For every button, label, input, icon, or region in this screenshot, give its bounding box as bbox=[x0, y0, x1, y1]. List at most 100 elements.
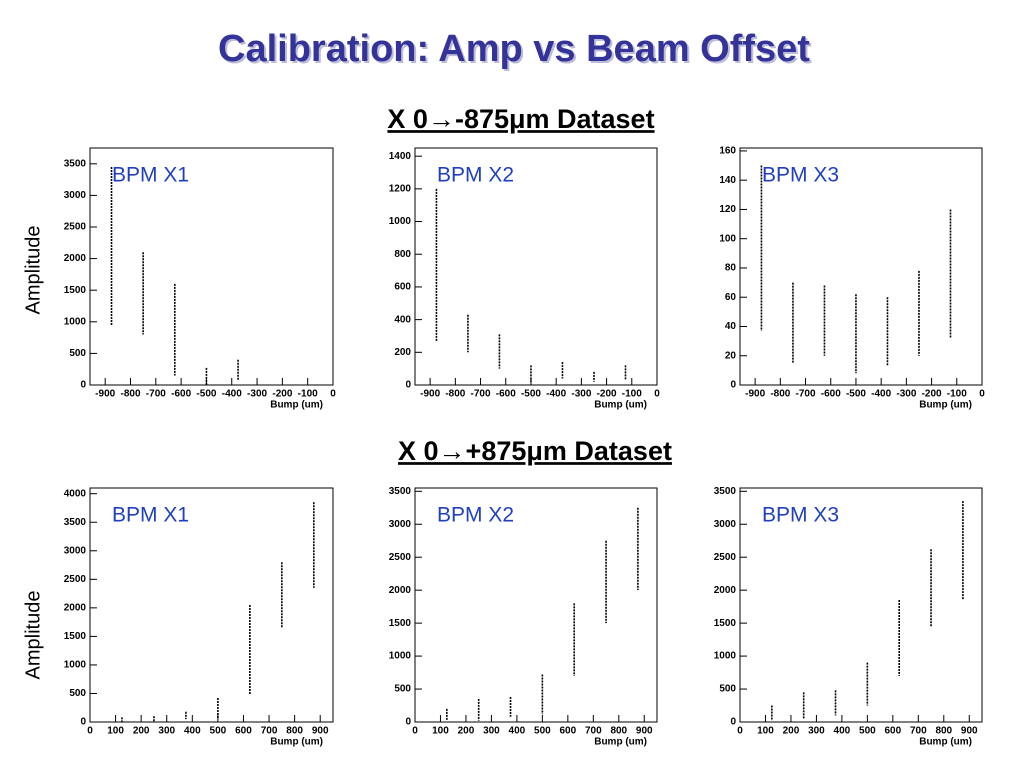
x-tick-label: 700 bbox=[261, 726, 278, 737]
x-tick-label: -300 bbox=[896, 389, 916, 400]
y-tick-label: 1000 bbox=[389, 651, 412, 662]
y-tick-label: 1400 bbox=[389, 151, 412, 162]
x-tick-label: 800 bbox=[935, 726, 952, 737]
y-tick-label: 100 bbox=[719, 233, 736, 244]
x-tick-label: 0 bbox=[979, 389, 985, 400]
x-tick-label: 900 bbox=[636, 726, 653, 737]
x-tick-label: 900 bbox=[312, 726, 329, 737]
x-tick-label: 0 bbox=[330, 389, 336, 400]
section-title: X 0→-875μm Dataset bbox=[387, 104, 654, 134]
x-tick-label: -800 bbox=[770, 389, 790, 400]
annotation: BPM X1 bbox=[112, 164, 189, 187]
x-tick-label: 400 bbox=[834, 726, 851, 737]
y-tick-label: 0 bbox=[730, 380, 736, 391]
y-tick-label: 140 bbox=[719, 175, 736, 186]
x-tick-label: 200 bbox=[133, 726, 150, 737]
annotation: BPM X3 bbox=[762, 504, 839, 527]
y-tick-label: 400 bbox=[394, 314, 411, 325]
y-tick-label: 60 bbox=[725, 292, 737, 303]
y-tick-label: 3000 bbox=[64, 190, 87, 201]
x-tick-label: -400 bbox=[871, 389, 891, 400]
x-axis-label: Bump (um) bbox=[919, 737, 972, 748]
x-tick-label: -200 bbox=[597, 389, 617, 400]
y-tick-label: 2500 bbox=[64, 574, 87, 585]
y-tick-label: 1500 bbox=[714, 618, 737, 629]
x-tick-label: 300 bbox=[158, 726, 175, 737]
y-tick-label: 3500 bbox=[64, 158, 87, 169]
x-tick-label: 0 bbox=[737, 726, 743, 737]
y-axis-label: Amplitude bbox=[22, 226, 44, 315]
x-axis-label: Bump (um) bbox=[270, 400, 323, 411]
y-tick-label: 500 bbox=[719, 684, 736, 695]
x-tick-label: 0 bbox=[654, 389, 660, 400]
y-tick-label: 3500 bbox=[64, 517, 87, 528]
x-tick-label: 400 bbox=[184, 726, 201, 737]
y-tick-label: 1000 bbox=[64, 316, 87, 327]
x-tick-label: -900 bbox=[745, 389, 765, 400]
x-axis-label: Bump (um) bbox=[919, 400, 972, 411]
y-tick-label: 2000 bbox=[714, 585, 737, 596]
y-tick-label: 1500 bbox=[389, 618, 412, 629]
x-tick-label: -700 bbox=[471, 389, 491, 400]
y-tick-label: 20 bbox=[725, 350, 737, 361]
x-axis-label: Bump (um) bbox=[594, 400, 647, 411]
x-tick-label: -500 bbox=[846, 389, 866, 400]
x-tick-label: -700 bbox=[796, 389, 816, 400]
y-tick-label: 1200 bbox=[389, 184, 412, 195]
x-tick-label: -900 bbox=[420, 389, 440, 400]
annotation: BPM X3 bbox=[762, 164, 839, 187]
x-tick-label: 600 bbox=[559, 726, 576, 737]
x-tick-label: -600 bbox=[496, 389, 516, 400]
plot-frame bbox=[414, 147, 658, 386]
x-tick-label: -400 bbox=[222, 389, 242, 400]
x-tick-label: 700 bbox=[585, 726, 602, 737]
x-tick-label: -100 bbox=[947, 389, 967, 400]
x-tick-label: 500 bbox=[534, 726, 551, 737]
y-tick-label: 500 bbox=[394, 684, 411, 695]
x-tick-label: -600 bbox=[171, 389, 191, 400]
x-tick-label: -500 bbox=[521, 389, 541, 400]
x-tick-label: 700 bbox=[910, 726, 927, 737]
x-tick-label: -100 bbox=[622, 389, 642, 400]
plot-frame bbox=[89, 147, 334, 386]
x-tick-label: 500 bbox=[210, 726, 227, 737]
x-axis-label: Bump (um) bbox=[270, 737, 323, 748]
title-shadow: Calibration: Amp vs Beam Offset bbox=[220, 30, 812, 72]
y-tick-label: 500 bbox=[69, 348, 86, 359]
y-tick-label: 1000 bbox=[714, 651, 737, 662]
x-tick-label: 800 bbox=[610, 726, 627, 737]
annotation: BPM X2 bbox=[437, 504, 514, 527]
y-tick-label: 200 bbox=[394, 347, 411, 358]
y-tick-label: 3000 bbox=[389, 519, 412, 530]
x-tick-label: 500 bbox=[859, 726, 876, 737]
x-tick-label: 100 bbox=[757, 726, 774, 737]
y-tick-label: 160 bbox=[719, 146, 736, 157]
x-tick-label: -900 bbox=[95, 389, 115, 400]
y-tick-label: 1500 bbox=[64, 285, 87, 296]
y-tick-label: 0 bbox=[80, 380, 86, 391]
x-tick-label: -300 bbox=[247, 389, 267, 400]
y-tick-label: 0 bbox=[80, 717, 86, 728]
y-tick-label: 2000 bbox=[64, 253, 87, 264]
y-tick-label: 80 bbox=[725, 263, 737, 274]
y-tick-label: 0 bbox=[405, 717, 411, 728]
x-tick-label: -100 bbox=[298, 389, 318, 400]
y-tick-label: 1000 bbox=[389, 216, 412, 227]
x-tick-label: -700 bbox=[146, 389, 166, 400]
x-tick-label: 100 bbox=[107, 726, 124, 737]
x-tick-label: -200 bbox=[272, 389, 292, 400]
x-tick-label: 0 bbox=[412, 726, 418, 737]
plot-frame bbox=[414, 487, 658, 723]
y-tick-label: 3500 bbox=[389, 486, 412, 497]
y-tick-label: 3000 bbox=[64, 545, 87, 556]
title: Calibration: Amp vs Beam Offset bbox=[218, 28, 810, 70]
plot-frame bbox=[89, 487, 334, 723]
y-tick-label: 2000 bbox=[64, 602, 87, 613]
x-tick-label: 300 bbox=[483, 726, 500, 737]
y-tick-label: 3500 bbox=[714, 486, 737, 497]
section-title: X 0→+875μm Dataset bbox=[398, 436, 672, 466]
y-tick-label: 800 bbox=[394, 249, 411, 260]
x-tick-label: -400 bbox=[546, 389, 566, 400]
y-tick-label: 40 bbox=[725, 321, 737, 332]
x-tick-label: -800 bbox=[445, 389, 465, 400]
